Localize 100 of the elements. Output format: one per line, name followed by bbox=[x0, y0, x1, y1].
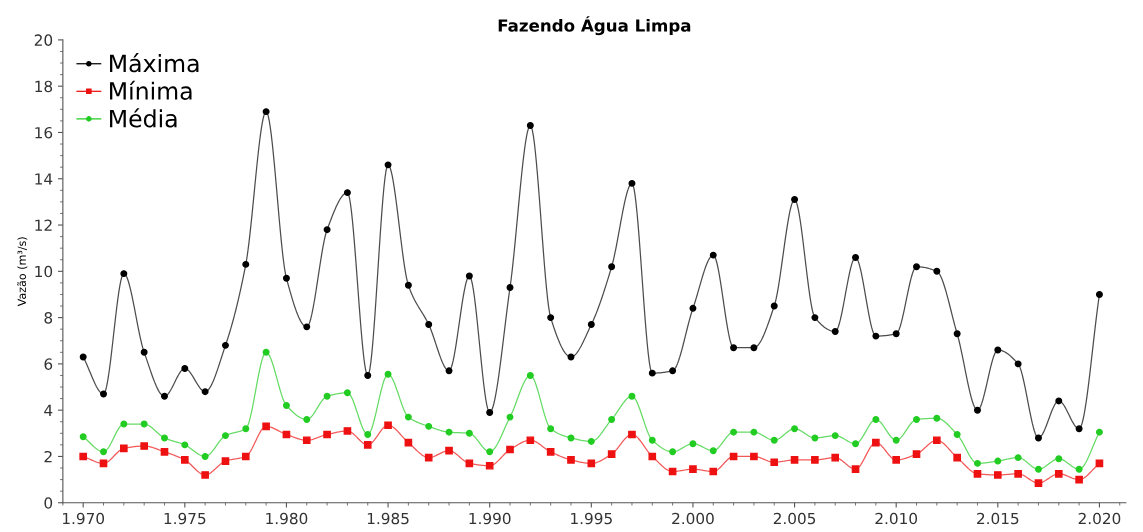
point bbox=[811, 434, 819, 442]
point bbox=[282, 402, 290, 410]
point bbox=[221, 457, 230, 465]
point bbox=[608, 263, 616, 271]
point bbox=[811, 456, 819, 464]
point bbox=[587, 459, 596, 468]
y-axis-title: Vazão (m³/s) bbox=[17, 237, 28, 307]
point bbox=[974, 406, 981, 414]
point bbox=[831, 453, 840, 462]
point bbox=[1014, 469, 1022, 478]
point bbox=[486, 448, 494, 456]
point bbox=[872, 332, 880, 340]
point bbox=[323, 226, 331, 234]
point bbox=[628, 179, 636, 187]
point bbox=[628, 430, 636, 439]
point bbox=[404, 281, 412, 289]
point bbox=[770, 458, 779, 467]
point bbox=[648, 436, 656, 444]
legend-label: Média bbox=[110, 108, 177, 128]
point bbox=[607, 450, 616, 458]
point bbox=[1075, 425, 1083, 433]
point bbox=[913, 415, 920, 423]
point bbox=[872, 438, 880, 447]
point bbox=[933, 436, 941, 445]
point bbox=[343, 389, 351, 397]
point bbox=[79, 452, 88, 461]
point bbox=[892, 456, 901, 464]
y-tick-label: 8 bbox=[44, 312, 53, 324]
point bbox=[181, 441, 189, 449]
point bbox=[201, 452, 209, 460]
point bbox=[547, 425, 555, 433]
point bbox=[973, 469, 982, 478]
point bbox=[1014, 454, 1022, 462]
point bbox=[425, 321, 433, 329]
point bbox=[750, 452, 758, 461]
point bbox=[241, 452, 250, 461]
point bbox=[201, 471, 209, 479]
point bbox=[831, 432, 839, 440]
point bbox=[770, 302, 778, 310]
point bbox=[608, 415, 616, 423]
point bbox=[892, 436, 900, 444]
point bbox=[1055, 455, 1063, 463]
point bbox=[730, 428, 738, 436]
point bbox=[993, 471, 1002, 479]
point bbox=[1054, 469, 1063, 478]
point bbox=[994, 457, 1002, 465]
x-tick-label: 2.020 bbox=[1078, 512, 1121, 525]
point bbox=[1075, 475, 1083, 484]
point bbox=[262, 108, 270, 116]
point bbox=[302, 436, 311, 445]
point bbox=[750, 344, 758, 352]
point bbox=[526, 436, 535, 445]
point bbox=[303, 415, 311, 423]
point bbox=[364, 371, 372, 379]
x-tick-label: 1.980 bbox=[266, 512, 308, 525]
point bbox=[161, 434, 168, 442]
point bbox=[546, 448, 555, 456]
y-tick-label: 10 bbox=[35, 265, 53, 278]
point bbox=[424, 453, 433, 462]
point bbox=[526, 122, 534, 129]
point bbox=[689, 465, 697, 474]
point bbox=[567, 456, 575, 464]
point bbox=[547, 314, 555, 322]
point bbox=[994, 346, 1002, 354]
point bbox=[140, 348, 148, 356]
point bbox=[262, 348, 270, 356]
point bbox=[791, 425, 799, 433]
point bbox=[181, 365, 189, 372]
point bbox=[221, 341, 229, 349]
point bbox=[120, 444, 128, 453]
y-tick-label: 16 bbox=[35, 126, 53, 139]
point bbox=[160, 448, 169, 456]
point bbox=[912, 450, 921, 458]
point bbox=[709, 447, 717, 455]
x-tick-label: 2.000 bbox=[672, 512, 714, 525]
point bbox=[364, 430, 372, 438]
chart-title: Fazendo Água Limpa bbox=[498, 16, 691, 36]
point bbox=[1095, 290, 1103, 298]
point bbox=[384, 161, 392, 169]
point bbox=[79, 433, 87, 441]
point bbox=[100, 448, 107, 456]
y-tick-label: 4 bbox=[44, 404, 53, 416]
point bbox=[953, 430, 961, 438]
point bbox=[648, 452, 657, 461]
point bbox=[628, 392, 636, 400]
point bbox=[669, 367, 677, 375]
point bbox=[1055, 397, 1063, 405]
point bbox=[445, 367, 453, 375]
point bbox=[1034, 434, 1042, 442]
x-tick-label: 1.985 bbox=[367, 512, 409, 525]
point bbox=[770, 436, 778, 444]
point bbox=[486, 409, 494, 416]
point bbox=[1034, 479, 1043, 487]
point bbox=[425, 422, 433, 430]
point bbox=[913, 263, 920, 271]
x-tick-label: 1.975 bbox=[164, 512, 206, 525]
y-tick-label: 14 bbox=[35, 173, 53, 185]
point bbox=[465, 429, 473, 437]
y-tick-label: 2 bbox=[44, 450, 52, 463]
point bbox=[100, 390, 107, 398]
